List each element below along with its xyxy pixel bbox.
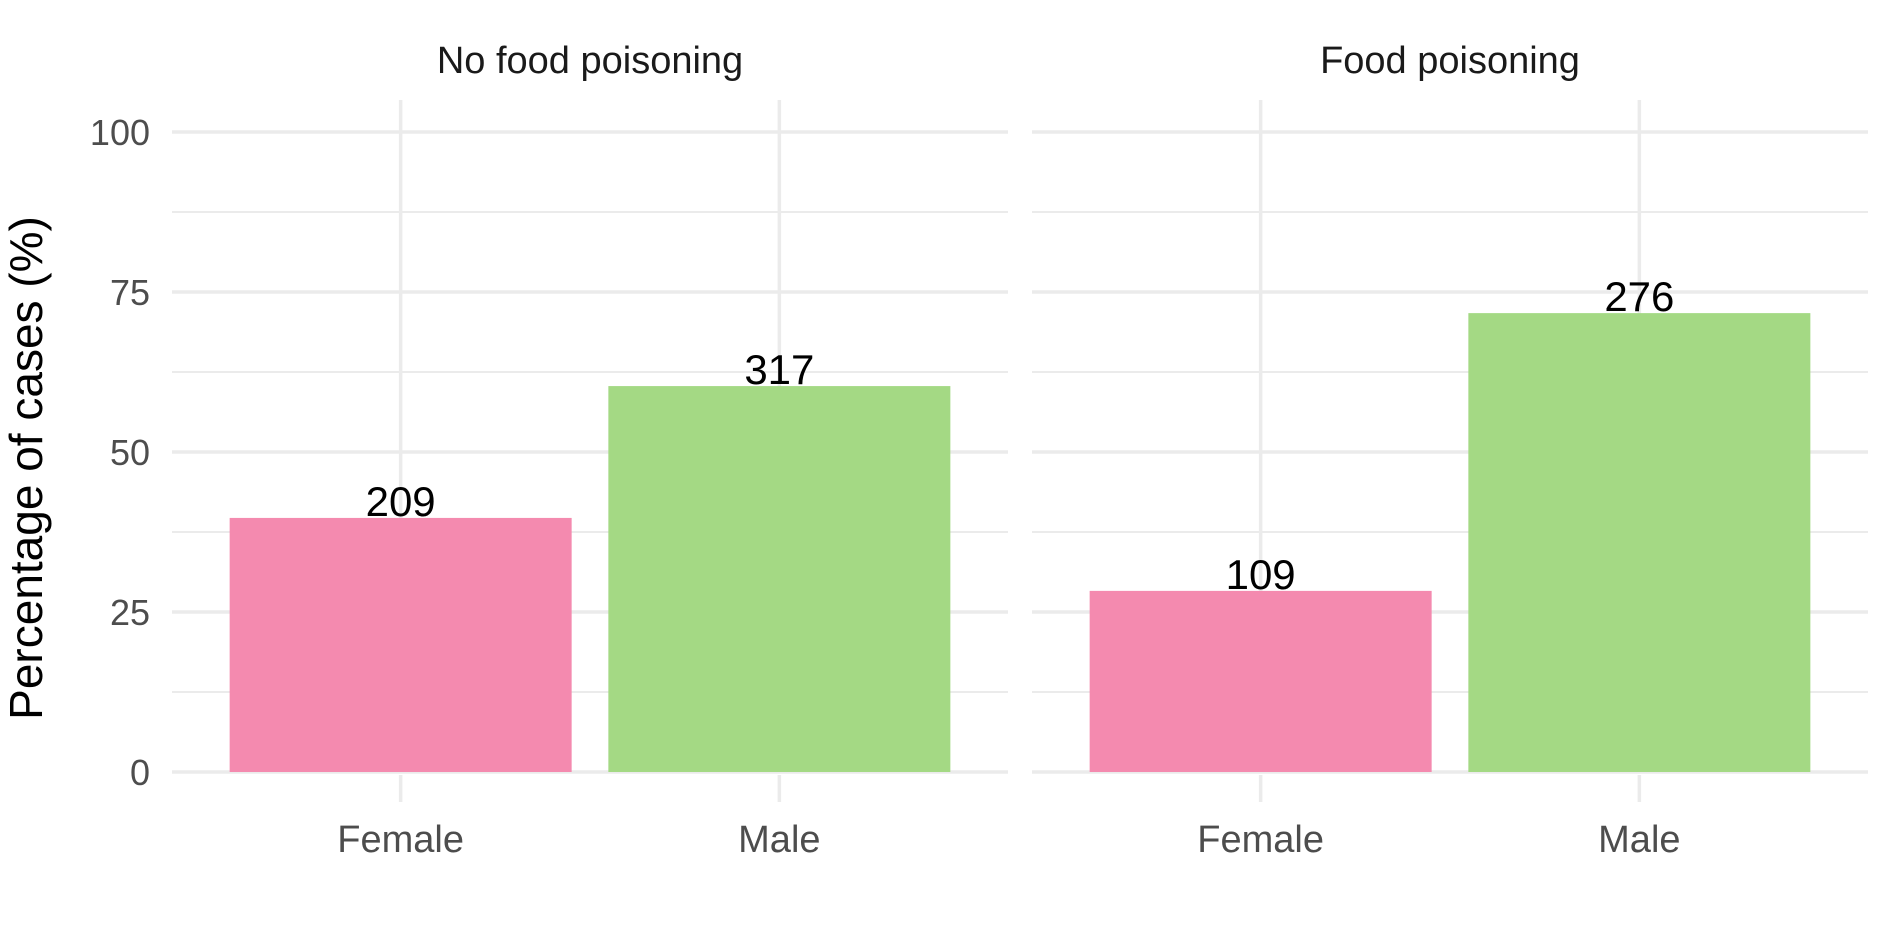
x-tick-label: Female xyxy=(1197,819,1324,861)
bar-value-label: 109 xyxy=(1226,551,1296,598)
y-tick-label: 75 xyxy=(110,272,150,313)
x-tick-label: Male xyxy=(1598,819,1680,861)
bar-female xyxy=(1089,590,1432,772)
bar-value-label: 317 xyxy=(744,346,814,393)
y-tick-label: 25 xyxy=(110,592,150,633)
y-axis-label: Percentage of cases (%) xyxy=(0,216,52,720)
bar-male xyxy=(608,386,951,772)
bar-female xyxy=(229,517,572,772)
bar-male xyxy=(1468,313,1811,772)
y-tick-label: 0 xyxy=(130,752,150,793)
facet-title: No food poisoning xyxy=(437,40,743,82)
y-tick-label: 50 xyxy=(110,432,150,473)
x-tick-label: Female xyxy=(337,819,464,861)
bar-value-label: 276 xyxy=(1604,273,1674,320)
facet-panel: Food poisoning 109 276 Female Male xyxy=(1032,40,1868,861)
facet-panel: No food poisoning 209 317 Female Male xyxy=(172,40,1008,861)
y-tick-label: 100 xyxy=(90,112,150,153)
x-tick-label: Male xyxy=(738,819,820,861)
bar-value-label: 209 xyxy=(366,478,436,525)
facet-panels: 0 25 50 75 100 No food poisoning 209 317 Female M… xyxy=(90,40,1868,861)
facet-title: Food poisoning xyxy=(1320,40,1580,82)
